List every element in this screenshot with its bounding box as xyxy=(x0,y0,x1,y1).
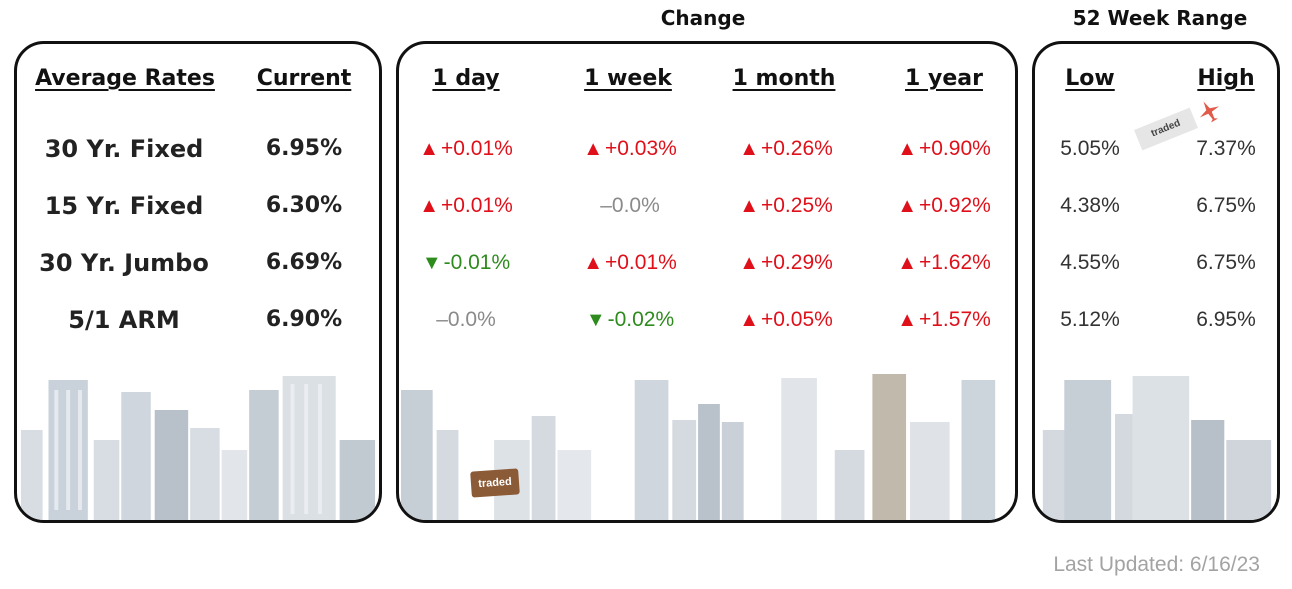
rate-label: 5/1 ARM xyxy=(68,306,180,334)
up-arrow-icon: ▲ xyxy=(419,138,439,160)
traded-sign: traded xyxy=(470,468,520,498)
rates-panel xyxy=(14,41,382,523)
up-arrow-icon: ▲ xyxy=(739,309,759,331)
rate-label: 15 Yr. Fixed xyxy=(44,192,204,220)
range-low: 5.12% xyxy=(1060,308,1120,331)
change-1-month: ▲+0.26% xyxy=(739,137,833,160)
current-rate: 6.95% xyxy=(265,136,343,161)
change-1-day: ▲+0.01% xyxy=(419,194,513,217)
skyline-illustration xyxy=(1042,376,1272,520)
change-1-day: –0.0% xyxy=(436,308,496,331)
header-high: High xyxy=(1197,66,1255,91)
up-arrow-icon: ▲ xyxy=(897,309,917,331)
header-1-week: 1 week xyxy=(584,66,672,91)
skyline-illustration xyxy=(400,374,996,520)
change-1-year: ▲+1.62% xyxy=(897,251,991,274)
plane-icon xyxy=(1199,101,1220,123)
change-1-day: ▲+0.01% xyxy=(419,137,513,160)
change-1-day: ▼-0.01% xyxy=(421,251,511,274)
up-arrow-icon: ▲ xyxy=(583,138,603,160)
change-1-month: ▲+0.29% xyxy=(739,251,833,274)
change-1-month: ▲+0.05% xyxy=(739,308,833,331)
down-arrow-icon: ▼ xyxy=(585,309,606,331)
up-arrow-icon: ▲ xyxy=(897,195,917,217)
rate-label: 30 Yr. Fixed xyxy=(44,135,204,163)
range-high: 6.75% xyxy=(1196,251,1256,274)
range-low: 4.38% xyxy=(1060,194,1120,217)
header-1-month: 1 month xyxy=(732,66,836,91)
change-1-year: ▲+0.90% xyxy=(897,137,991,160)
current-rate: 6.90% xyxy=(265,307,343,332)
up-arrow-icon: ▲ xyxy=(897,138,917,160)
change-1-week: –0.0% xyxy=(600,194,660,217)
change-1-year: ▲+0.92% xyxy=(897,194,991,217)
header-1-day: 1 day xyxy=(432,66,500,91)
up-arrow-icon: ▲ xyxy=(583,252,603,274)
up-arrow-icon: ▲ xyxy=(419,195,439,217)
range-high: 6.75% xyxy=(1196,194,1256,217)
range-panel xyxy=(1032,41,1280,523)
last-updated: Last Updated: 6/16/23 xyxy=(1053,553,1260,576)
range-low: 5.05% xyxy=(1060,137,1120,160)
header-current: Current xyxy=(256,66,352,91)
current-rate: 6.30% xyxy=(265,193,343,218)
change-1-week: ▲+0.03% xyxy=(583,137,677,160)
change-group-title: Change xyxy=(660,6,746,30)
skyline-illustration xyxy=(20,376,376,520)
change-1-month: ▲+0.25% xyxy=(739,194,833,217)
change-1-year: ▲+1.57% xyxy=(897,308,991,331)
header-average-rates: Average Rates xyxy=(35,66,215,91)
current-rate: 6.69% xyxy=(265,250,343,275)
range-high: 6.95% xyxy=(1196,308,1256,331)
header-low: Low xyxy=(1065,66,1115,91)
range-group-title: 52 Week Range xyxy=(1072,6,1248,30)
up-arrow-icon: ▲ xyxy=(897,252,917,274)
range-low: 4.55% xyxy=(1060,251,1120,274)
change-1-week: ▲+0.01% xyxy=(583,251,677,274)
change-panel: traded xyxy=(396,41,1018,523)
range-high: 7.37% xyxy=(1196,137,1256,160)
down-arrow-icon: ▼ xyxy=(421,252,442,274)
change-1-week: ▼-0.02% xyxy=(585,308,675,331)
up-arrow-icon: ▲ xyxy=(739,195,759,217)
rate-label: 30 Yr. Jumbo xyxy=(39,249,209,277)
up-arrow-icon: ▲ xyxy=(739,252,759,274)
header-1-year: 1 year xyxy=(905,66,983,91)
up-arrow-icon: ▲ xyxy=(739,138,759,160)
